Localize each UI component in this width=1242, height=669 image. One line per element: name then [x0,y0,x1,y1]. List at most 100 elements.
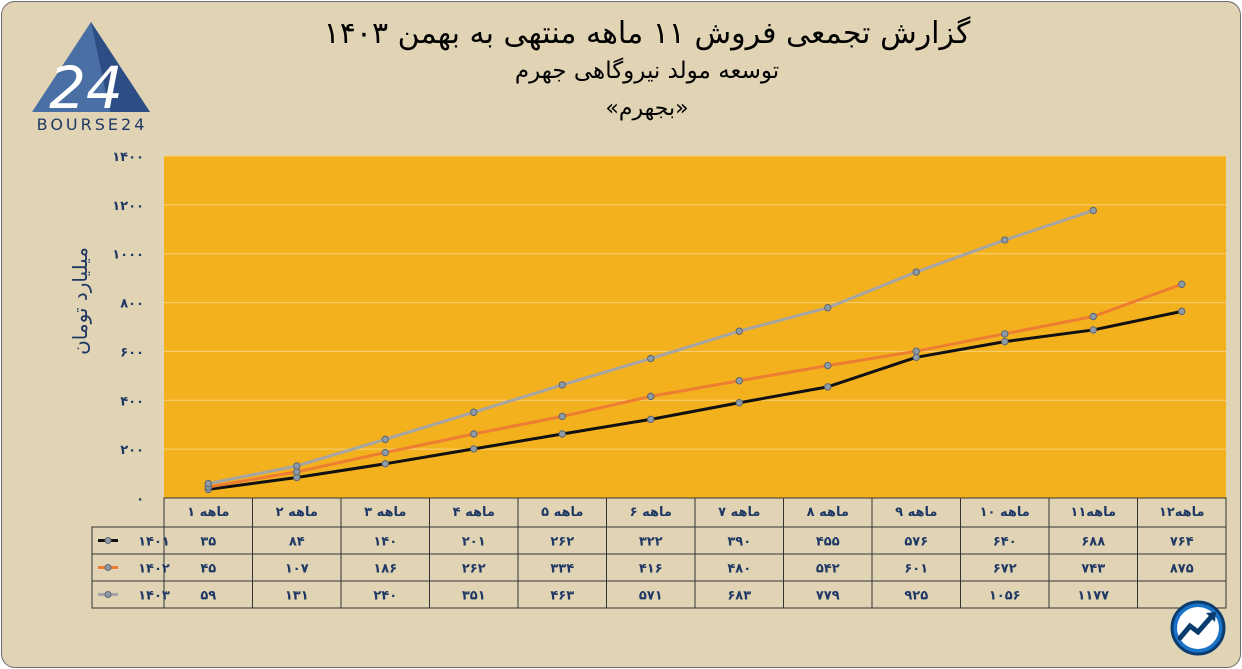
category-label: ۶ ماهه [630,505,672,520]
series-line-۱۴۰۲ [207,282,1183,489]
table-cell: ۱۸۶ [373,562,397,577]
table-cell: ۶۴۰ [993,535,1017,550]
category-label: ۷ ماهه [718,505,760,520]
table-cell: ۲۶۲ [550,535,574,550]
data-point [558,412,566,421]
category-label: ۱ ماهه [187,505,229,520]
table-cell: ۸۷۵ [1170,562,1194,577]
legend-label: ۱۴۰۱ [138,535,170,550]
y-axis-ticks: ۰ ۲۰۰ ۴۰۰ ۶۰۰ ۸۰۰ ۱۰۰۰ ۱۲۰۰ ۱۴۰۰ [112,150,144,507]
data-table: ۱ ماهه ۲ ماهه ۳ ماهه ۴ ماهه ۵ ماهه ۶ ماهه ۷ ما… [91,497,1227,609]
logo-mark-text: 24 [49,54,123,122]
table-cell: ۱۰۵۶ [989,589,1021,604]
table-cell: ۶۷۲ [993,562,1017,577]
data-point [735,327,743,335]
y-tick-label: ۱۲۰۰ [112,199,144,214]
data-point [558,381,566,389]
table-cell: ۴۵۵ [816,535,840,550]
table-cell: ۵۴۲ [816,562,840,577]
data-point [912,268,920,276]
data-point [1089,326,1097,334]
data-point [1178,280,1186,288]
table-cell: ۳۵ [200,535,216,550]
data-point [647,415,655,424]
data-point [735,399,743,407]
data-point [381,448,389,457]
data-point [1089,206,1097,215]
table-cell: ۸۴ [289,535,305,550]
y-tick-label: ۱۴۰۰ [112,150,144,165]
data-point [381,460,389,468]
data-point [824,304,832,312]
table-cell: ۳۳۴ [550,562,574,577]
plot-area [164,156,1226,498]
table-cell: ۲۰۱ [462,535,486,550]
table-cell: ۳۹۰ [727,535,751,550]
data-point [470,408,478,416]
table-cell: ۱۰۷ [285,562,309,577]
data-point [381,435,389,444]
y-tick-label: ۶۰۰ [120,345,144,360]
table-cell: ۴۸۰ [727,562,751,577]
table-cell: ۴۵ [200,562,216,577]
table-cell: ۷۷۹ [816,589,840,604]
category-label: ۴ ماهه [453,505,495,520]
table-cell: ۹۲۵ [904,589,928,604]
table-cell: ۶۸۳ [727,589,751,604]
data-point [1178,307,1186,316]
table-cell: ۱۳۱ [285,589,309,604]
table-cell: ۵۷۱ [639,589,663,604]
data-point [735,377,743,385]
table-cell: ۷۶۴ [1170,535,1194,550]
data-point [293,462,301,470]
data-point [1001,236,1009,244]
logo-text: BOURSE24 [36,115,148,134]
category-label: ۳ ماهه [364,505,406,520]
data-point [647,354,655,363]
category-label: ۱۲ماهه [1159,505,1205,520]
table-cell: ۱۴۰ [373,535,397,550]
data-point [824,361,832,370]
chart-symbol: «بجهرم» [605,96,689,121]
table-cell: ۱۱۷۷ [1077,589,1109,604]
table-cell: ۴۱۶ [639,562,663,577]
data-point [470,445,478,453]
table-cell: ۴۶۳ [550,589,574,604]
category-label: ۸ ماهه [807,505,849,520]
legend-label: ۱۴۰۲ [138,562,170,577]
table-cell: ۶۰۱ [904,562,928,577]
table-cell: ۶۸۸ [1081,535,1105,550]
y-axis-label: میلیارد تومان [68,247,92,355]
table-cell: ۲۶۲ [462,562,486,577]
table-cell: ۳۲۲ [639,535,663,550]
table-cell: ۷۴۳ [1081,562,1105,577]
category-label: ۹ ماهه [895,505,937,520]
category-label: ۱۰ ماهه [980,505,1030,520]
data-point [824,383,832,391]
trend-badge-icon [1170,600,1226,656]
y-tick-label: ۴۰۰ [120,394,144,409]
data-point [1089,312,1097,321]
data-point [912,347,920,355]
chart-title: گزارش تجمعی فروش ۱۱ ماهه منتهی به بهمن ۱… [323,16,971,51]
table-cell: ۳۵۱ [462,589,486,604]
data-point [912,353,920,361]
y-tick-label: ۰ [136,492,144,507]
y-tick-label: ۱۰۰۰ [112,248,144,263]
table-cell: ۵۷۶ [904,535,928,550]
data-point [558,430,566,438]
y-tick-label: ۲۰۰ [120,443,144,458]
data-point [1001,337,1009,346]
category-label: ۲ ماهه [276,505,318,520]
series-lines [204,206,1186,494]
data-point [1001,330,1009,338]
data-point [470,430,478,438]
data-point [647,392,655,401]
legend-label: ۱۴۰۳ [138,589,170,604]
category-label: ۵ ماهه [541,505,583,520]
y-tick-label: ۸۰۰ [120,297,144,312]
table-cell: ۲۴۰ [373,589,397,604]
category-label: ۱۱ماهه [1070,505,1116,520]
